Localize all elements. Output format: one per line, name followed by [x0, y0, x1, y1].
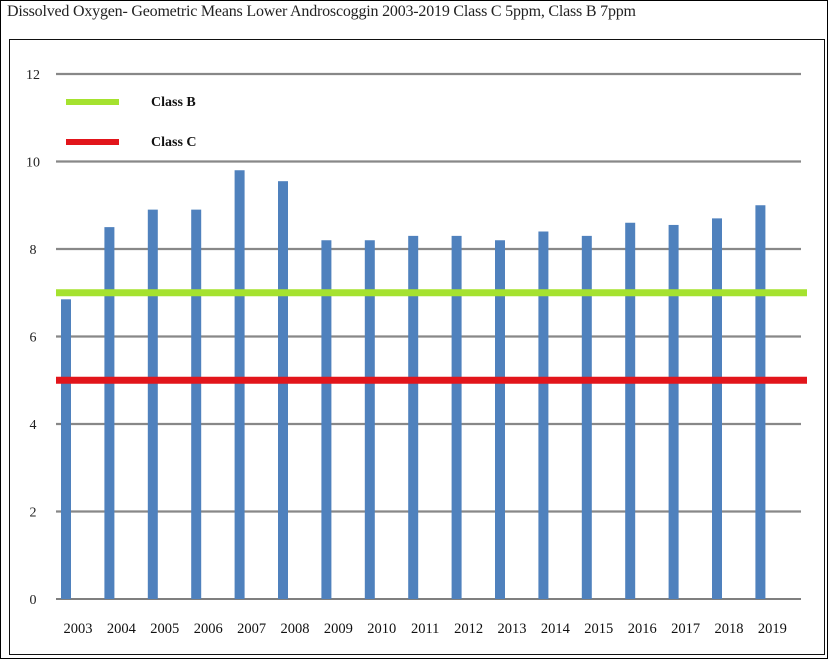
x-tick-label: 2015 — [584, 621, 613, 637]
bar-2019 — [755, 205, 766, 599]
bar-2005 — [147, 209, 158, 599]
bar-2003 — [61, 299, 71, 599]
bar-2007 — [234, 170, 245, 599]
y-tick-label: 0 — [30, 593, 37, 608]
y-axis: 0 2 4 6 8 10 12 — [26, 68, 40, 608]
bar-2013 — [495, 240, 505, 599]
x-tick-label: 2006 — [194, 621, 223, 637]
x-tick-label: 2008 — [281, 621, 310, 637]
bar-2004 — [104, 227, 115, 599]
x-tick-label: 2007 — [237, 621, 266, 637]
bar-2015 — [581, 235, 592, 599]
y-tick-label: 10 — [26, 156, 40, 171]
x-axis: 2003 2004 2005 2006 2007 2008 2009 2010 2011 2012… — [64, 621, 787, 637]
bar-2009 — [321, 240, 332, 599]
plot-border — [9, 39, 825, 655]
y-tick-label: 12 — [26, 68, 40, 83]
x-tick-label: 2019 — [758, 621, 787, 637]
y-tick-label: 2 — [30, 506, 37, 521]
x-tick-label: 2014 — [541, 621, 571, 637]
x-tick-label: 2005 — [150, 621, 179, 637]
y-tick-label: 4 — [30, 418, 37, 433]
chart-title: Dissolved Oxygen- Geometric Means Lower … — [7, 3, 636, 20]
bar-2012 — [451, 235, 462, 599]
x-tick-label: 2018 — [715, 621, 744, 637]
x-tick-label: 2012 — [454, 621, 483, 637]
x-tick-label: 2016 — [628, 621, 657, 637]
bar-2014 — [538, 231, 549, 599]
bar-2016 — [625, 222, 636, 599]
bar-2006 — [191, 209, 202, 599]
y-tick-label: 8 — [30, 243, 37, 258]
x-tick-label: 2004 — [107, 621, 137, 637]
legend-label: Class B — [151, 95, 196, 110]
x-tick-label: 2011 — [411, 621, 439, 637]
legend-label: Class C — [151, 135, 197, 150]
bar-2011 — [408, 235, 419, 599]
bar-series — [61, 170, 766, 599]
x-tick-label: 2009 — [324, 621, 353, 637]
x-tick-label: 2013 — [498, 621, 527, 637]
reference-lines — [56, 289, 807, 384]
bar-2018 — [712, 218, 722, 599]
legend: Class B Class C — [66, 95, 197, 150]
bar-2017 — [668, 224, 679, 599]
x-tick-label: 2003 — [64, 621, 93, 637]
bar-2008 — [278, 181, 288, 599]
y-tick-label: 6 — [30, 331, 37, 346]
gridlines — [56, 72, 801, 600]
x-tick-label: 2017 — [671, 621, 700, 637]
bar-2010 — [364, 240, 375, 599]
x-tick-label: 2010 — [367, 621, 396, 637]
